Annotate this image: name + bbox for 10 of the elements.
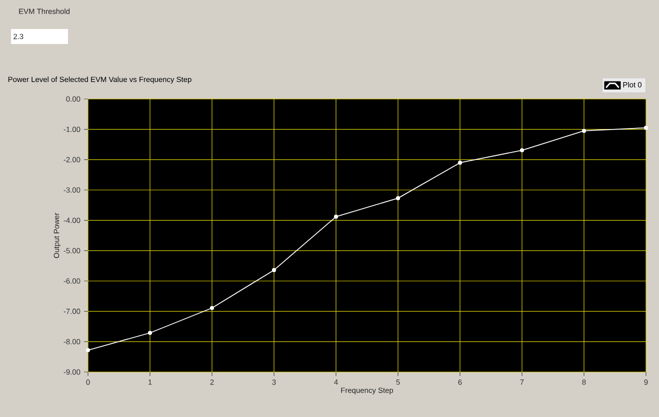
point [582,128,586,133]
point [210,306,214,310]
point [86,348,90,352]
point [644,126,648,130]
point [148,330,152,335]
point [396,196,400,200]
point [272,268,276,272]
point [520,148,524,152]
point [458,160,462,165]
point [334,214,338,219]
